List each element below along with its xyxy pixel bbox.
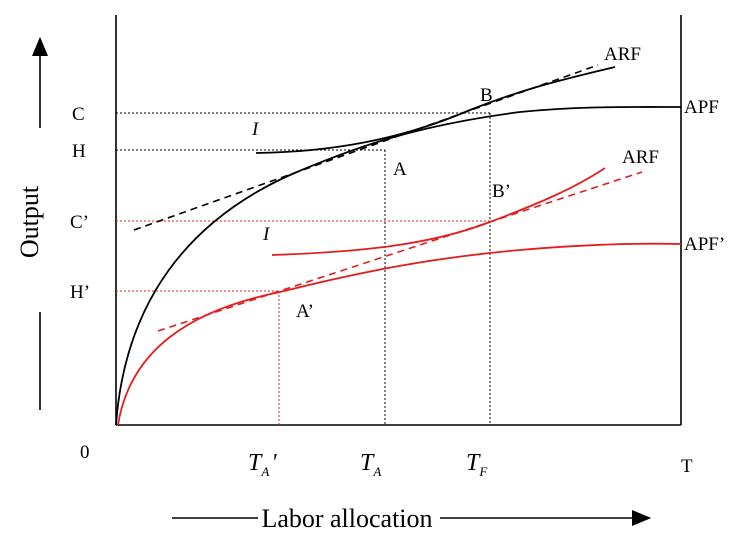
- x-axis-title: Labor allocation: [261, 504, 432, 533]
- label-apf-prime: APF’: [684, 234, 725, 255]
- label-T-end: T: [681, 456, 693, 477]
- label-C-prime: C’: [70, 212, 89, 233]
- label-point-A-prime: A’: [296, 301, 314, 322]
- arf-line-lower: [157, 171, 643, 332]
- label-arf-upper: ARF: [604, 44, 641, 65]
- label-point-B: B: [480, 85, 493, 106]
- label-H: H: [72, 141, 86, 162]
- indifference-curve-lower: [271, 167, 606, 256]
- indifference-curve-upper: [255, 66, 616, 154]
- label-indiff-upper: I: [251, 119, 260, 140]
- label-point-B-prime: B’: [492, 181, 511, 202]
- label-arf-lower: ARF: [622, 147, 659, 168]
- label-TA-prime: TA': [248, 450, 277, 479]
- label-TA: TA: [360, 450, 381, 479]
- arf-line-upper: [133, 64, 599, 231]
- label-apf: APF: [684, 97, 719, 118]
- label-TF: TF: [466, 450, 488, 479]
- label-point-A: A: [393, 159, 407, 180]
- apf-curve: [115, 106, 682, 426]
- label-C: C: [72, 104, 85, 125]
- label-origin: 0: [80, 442, 90, 463]
- label-H-prime: H’: [70, 282, 90, 303]
- apf-prime-curve: [117, 242, 682, 426]
- label-indiff-lower: I: [262, 224, 271, 245]
- y-axis-title: Output: [15, 185, 44, 258]
